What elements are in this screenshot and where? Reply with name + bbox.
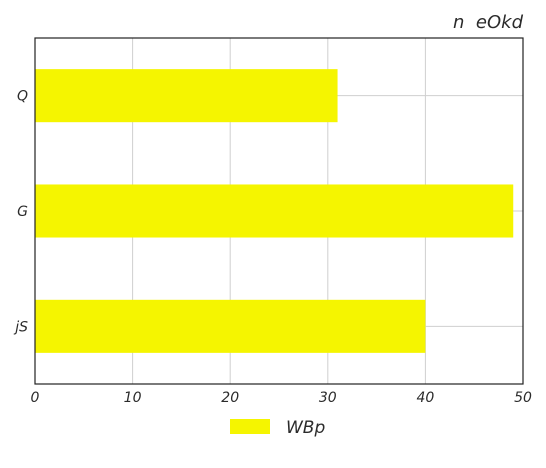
legend: WBp <box>230 418 325 438</box>
bar-Q <box>35 69 338 123</box>
bar-jS <box>35 299 426 353</box>
x-tick-label: 40 <box>416 390 434 406</box>
legend-swatch <box>230 419 270 434</box>
y-tick-label: G <box>17 204 28 220</box>
y-tick-label: Q <box>17 89 28 105</box>
bar-G <box>35 184 514 238</box>
y-tick-label: jS <box>13 319 28 335</box>
x-tick-labels: 0 10 20 30 40 50 <box>31 390 532 406</box>
x-tick-label: 10 <box>124 390 142 406</box>
legend-label: WBp <box>286 418 325 438</box>
plot-frame <box>34 37 524 385</box>
x-tick-label: 0 <box>31 390 40 406</box>
x-tick-label: 50 <box>514 390 532 406</box>
y-tick-labels: Q GjS <box>13 89 28 336</box>
x-tick-label: 20 <box>221 390 239 406</box>
x-tick-label: 30 <box>319 390 337 406</box>
chart-title: n eOkd <box>453 12 524 33</box>
bars <box>35 69 514 353</box>
